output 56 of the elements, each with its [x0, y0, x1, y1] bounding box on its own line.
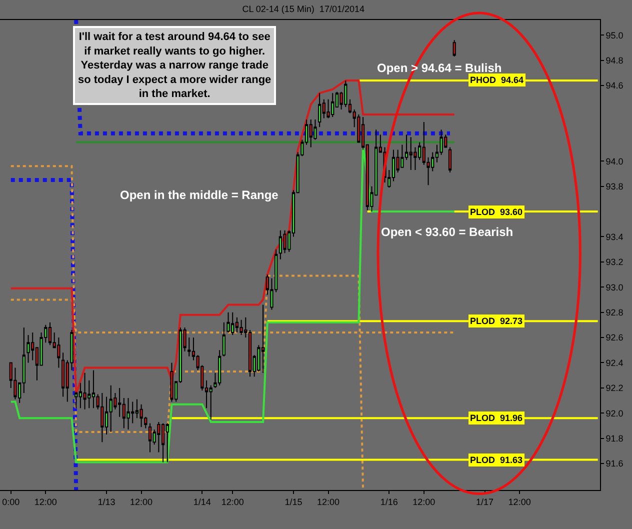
candlestick: [48, 322, 52, 346]
y-tick-label: 92.2: [606, 383, 624, 394]
x-tick-label: 0:00: [2, 496, 20, 507]
series-label: PLOD 93.60: [470, 207, 523, 217]
candlestick: [222, 322, 226, 357]
candlestick: [261, 304, 265, 374]
candlestick: [188, 337, 191, 357]
candlestick: [166, 422, 169, 463]
y-tick-label: 94.8: [606, 55, 624, 66]
candlestick: [148, 422, 152, 453]
x-tick-label: 12:00: [316, 496, 340, 507]
y-tick-label: 92.4: [606, 358, 624, 368]
y-tick-label: 92.6: [606, 332, 624, 343]
series-label: PLOD 92.73: [470, 316, 523, 326]
x-tick-label: 12:00: [130, 496, 153, 507]
x-tick-label: 1/15: [284, 496, 302, 507]
candlestick: [226, 312, 230, 333]
x-tick-label: 1/14: [193, 496, 211, 507]
x-tick-label: 12:00: [221, 496, 244, 507]
candlestick: [92, 370, 96, 409]
x-tick-label: 1/17: [476, 496, 494, 507]
candlestick: [240, 319, 243, 336]
y-tick-label: 91.8: [606, 433, 624, 444]
candlestick: [235, 316, 239, 333]
y-tick-label: 95.0: [606, 30, 624, 40]
x-tick-label: 1/13: [98, 496, 116, 507]
candlestick: [26, 334, 30, 364]
y-tick-label: 91.6: [606, 458, 624, 469]
annotation: Open in the middle = Range: [120, 188, 279, 202]
y-tick-label: 92.0: [606, 408, 624, 418]
y-tick-label: 94.6: [606, 80, 624, 91]
candlestick: [209, 384, 212, 420]
series-label: PLOD 91.96: [470, 413, 523, 423]
x-tick-label: 12:00: [34, 496, 57, 507]
y-tick-label: 93.8: [606, 181, 624, 192]
annotation: I'll wait for a test around 94.64 to see if market really wants to go higher. Yesterday was a narrow range trade so today I expect a more wider range in the market.: [78, 31, 272, 100]
annotation: Open > 94.64 = Bulish: [377, 61, 502, 75]
y-tick-label: 92.8: [606, 307, 624, 318]
candlestick: [100, 392, 104, 443]
x-tick-label: 12:00: [508, 496, 531, 507]
y-tick-label: 93.0: [606, 282, 624, 292]
series-label: PLOD 91.63: [470, 455, 523, 465]
candlestick: [452, 40, 456, 58]
series-label: PHOD 94.64: [470, 75, 524, 85]
candlestick: [318, 92, 322, 128]
chart-title: CL 02-14 (15 Min) 17/01/2014: [242, 4, 364, 14]
x-tick-label: 1/16: [380, 496, 398, 507]
candlestick: [126, 398, 130, 430]
y-tick-label: 93.2: [606, 257, 624, 268]
candlestick: [140, 404, 143, 428]
y-tick-label: 93.4: [606, 232, 624, 242]
candlestick: [448, 146, 452, 173]
x-tick-label: 12:00: [412, 496, 436, 507]
annotation: Open < 93.60 = Bearish: [381, 225, 514, 239]
candlestick: [161, 422, 165, 463]
y-tick-label: 94.0: [606, 156, 624, 166]
